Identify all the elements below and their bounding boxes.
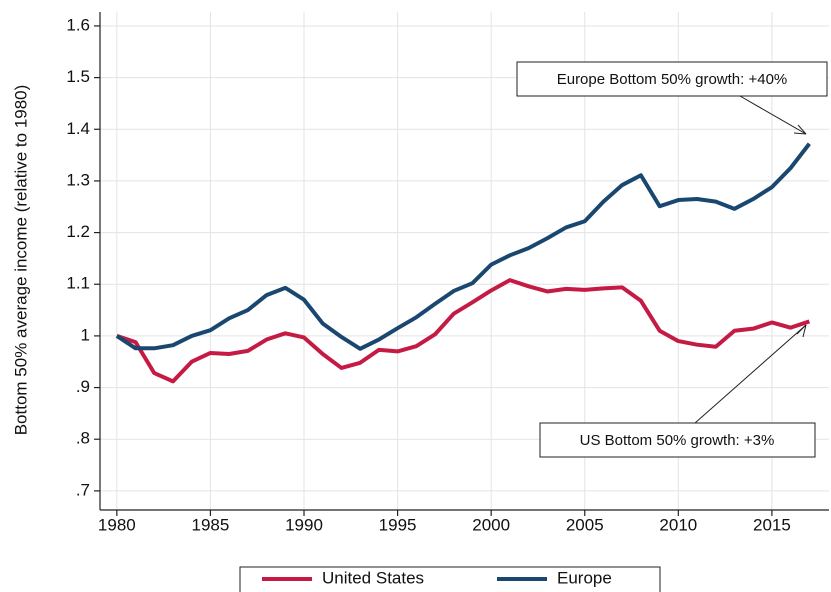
- y-tick-label: 1.3: [66, 170, 90, 189]
- y-tick-label: .8: [76, 429, 90, 448]
- annotation: US Bottom 50% growth: +3%: [580, 432, 775, 449]
- y-tick-label: 1.6: [66, 15, 90, 34]
- annotation-box: [516, 61, 828, 97]
- annotation-box: [539, 422, 816, 458]
- y-tick-label: .7: [76, 480, 90, 499]
- x-tick-label: 1990: [285, 515, 323, 534]
- y-tick-label: .9: [76, 377, 90, 396]
- annotation-arrow: [694, 324, 807, 424]
- x-tick-label: 1980: [98, 515, 136, 534]
- legend-label: Europe: [557, 568, 612, 587]
- arrow-head: [793, 124, 807, 135]
- y-tick-label: 1: [81, 325, 90, 344]
- x-tick-label: 2005: [566, 515, 604, 534]
- legend-label: United States: [322, 568, 424, 587]
- series-line: [115, 142, 811, 351]
- x-tick-label: 1985: [192, 515, 230, 534]
- x-tick-label: 2010: [659, 515, 697, 534]
- arrow-head: [796, 324, 807, 338]
- y-tick-label: 1.1: [66, 274, 90, 293]
- x-tick-label: 2000: [472, 515, 510, 534]
- y-tick-label: 1.5: [66, 67, 90, 86]
- annotation: Europe Bottom 50% growth: +40%: [557, 71, 788, 88]
- x-tick-label: 2015: [753, 515, 791, 534]
- x-tick-label: 1995: [379, 515, 417, 534]
- y-axis-title: Bottom 50% average income (relative to 1…: [11, 85, 30, 436]
- y-tick-label: 1.2: [66, 222, 90, 241]
- y-tick-label: 1.4: [66, 119, 90, 138]
- annotation-arrow: [739, 95, 807, 135]
- series-line: [116, 278, 810, 384]
